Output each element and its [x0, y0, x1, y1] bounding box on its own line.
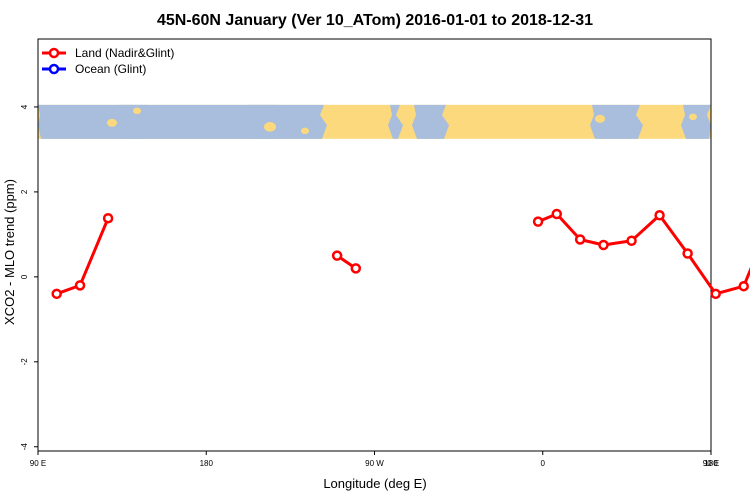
map-ocean-region	[388, 104, 403, 139]
data-point	[682, 248, 693, 259]
data-point	[626, 235, 637, 247]
data-point	[574, 234, 586, 245]
y-tick-label: -4	[20, 443, 29, 451]
data-point	[331, 250, 343, 261]
map-island	[656, 109, 664, 117]
map-island	[264, 122, 276, 132]
series-line	[537, 212, 750, 296]
y-tick-label: 2	[20, 189, 29, 194]
data-point	[350, 263, 362, 274]
x-axis-label: Longitude (deg E)	[323, 476, 426, 491]
chart-title: 45N-60N January (Ver 10_ATom) 2016-01-01…	[157, 12, 593, 29]
x-tick-label: 0	[541, 459, 546, 468]
data-point	[551, 208, 563, 220]
data-point	[654, 210, 665, 221]
data-point	[51, 288, 62, 300]
map-ocean-region	[681, 104, 711, 139]
legend-label: Land (Nadir&Glint)	[75, 46, 174, 60]
map-island	[689, 113, 697, 121]
y-tick-label: -2	[20, 358, 29, 366]
data-point	[102, 212, 114, 224]
map-ocean-region	[246, 104, 327, 139]
x-tick-label: 90 E	[703, 459, 719, 468]
y-axis-label: XCO2 - MLO trend (ppm)	[2, 179, 17, 325]
map-ocean-region	[590, 104, 643, 139]
data-point	[598, 239, 609, 251]
legend-marker	[48, 63, 60, 75]
x-tick-label: 90 W	[365, 459, 384, 468]
world-map-band	[38, 104, 711, 139]
legend-label: Ocean (Glint)	[75, 62, 146, 76]
map-island	[301, 127, 309, 135]
data-point	[710, 288, 721, 300]
data-point	[532, 216, 544, 227]
data-point	[74, 280, 86, 291]
map-island	[107, 118, 117, 127]
x-tick-label: 180	[704, 459, 718, 468]
legend-marker	[48, 47, 60, 59]
x-tick-label: 180	[200, 459, 214, 468]
map-ocean-region	[412, 104, 449, 139]
data-point	[738, 280, 749, 292]
map-island	[595, 114, 605, 123]
map-island	[133, 107, 141, 115]
y-tick-label: 4	[20, 104, 29, 109]
map-ocean-region	[116, 104, 281, 139]
y-tick-label: 0	[20, 274, 29, 279]
x-tick-label: 90 E	[30, 459, 46, 468]
